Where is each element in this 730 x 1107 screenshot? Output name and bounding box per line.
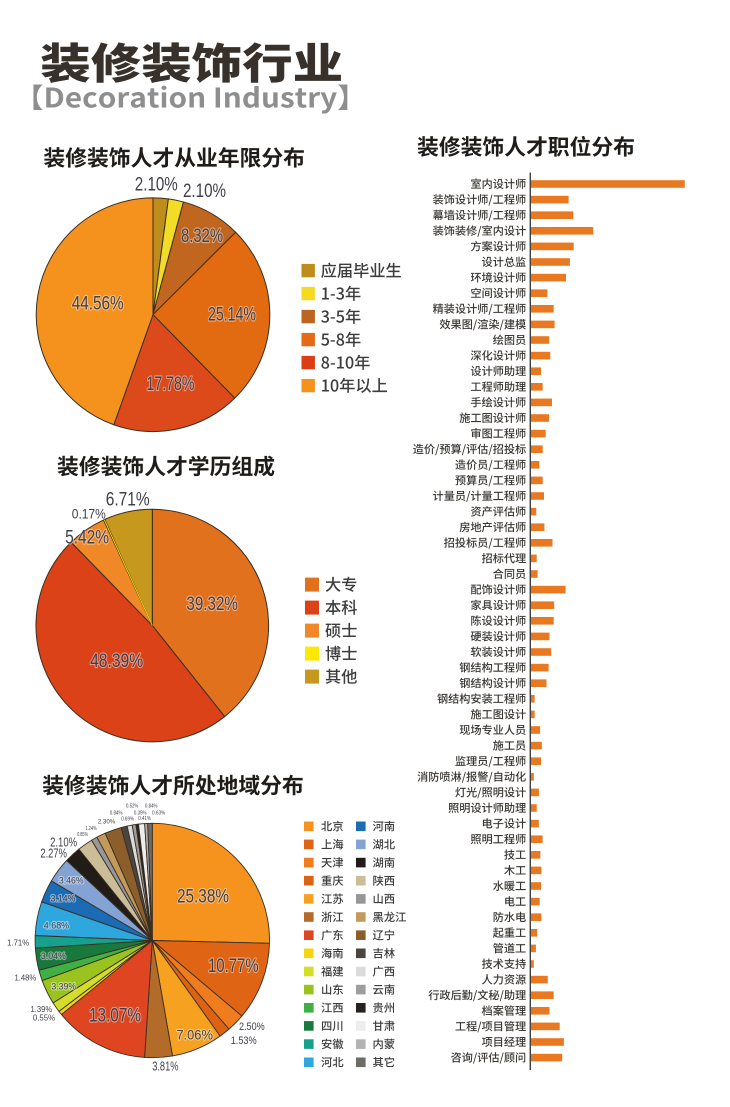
svg-text:5.42%: 5.42% <box>65 528 109 549</box>
svg-text:44.56%: 44.56% <box>72 294 124 315</box>
svg-text:48.39%: 48.39% <box>90 651 143 672</box>
svg-text:17.78%: 17.78% <box>147 374 195 395</box>
svg-text:0.55%: 0.55% <box>33 1014 55 1023</box>
svg-text:4.68%: 4.68% <box>44 921 69 931</box>
svg-text:7.06%: 7.06% <box>176 1027 213 1043</box>
svg-text:2.50%: 2.50% <box>239 1021 265 1033</box>
svg-text:0.17%: 0.17% <box>72 506 106 522</box>
svg-text:39.32%: 39.32% <box>186 594 238 615</box>
svg-text:3.04%: 3.04% <box>41 951 66 961</box>
svg-text:2.10%: 2.10% <box>183 181 226 202</box>
svg-text:3.14%: 3.14% <box>51 894 76 904</box>
svg-text:17.78%: 17.78% <box>147 374 195 395</box>
svg-text:3.81%: 3.81% <box>152 1059 178 1073</box>
svg-text:2.10%: 2.10% <box>50 836 77 850</box>
svg-text:0.41%: 0.41% <box>138 816 151 822</box>
svg-text:1.24%: 1.24% <box>85 826 96 832</box>
svg-text:10.77%: 10.77% <box>208 956 259 977</box>
svg-text:0.17%: 0.17% <box>72 506 106 522</box>
svg-text:6.71%: 6.71% <box>106 490 150 511</box>
svg-text:1.39%: 1.39% <box>31 1005 53 1014</box>
svg-text:1.71%: 1.71% <box>7 938 29 948</box>
svg-text:2.10%: 2.10% <box>135 175 178 196</box>
svg-text:0.84%: 0.84% <box>145 803 158 809</box>
svg-text:0.35%: 0.35% <box>134 810 147 816</box>
svg-text:13.07%: 13.07% <box>89 1006 141 1027</box>
svg-text:3.46%: 3.46% <box>59 875 84 885</box>
svg-text:6.71%: 6.71% <box>106 490 150 511</box>
svg-text:39.32%: 39.32% <box>186 594 238 615</box>
svg-text:3.39%: 3.39% <box>51 982 76 992</box>
svg-text:7.06%: 7.06% <box>176 1027 213 1043</box>
svg-text:10.77%: 10.77% <box>208 956 259 977</box>
svg-text:3.46%: 3.46% <box>59 875 84 885</box>
svg-text:3.04%: 3.04% <box>41 951 66 961</box>
svg-text:13.07%: 13.07% <box>89 1006 141 1027</box>
svg-text:1.48%: 1.48% <box>15 972 37 982</box>
svg-text:25.14%: 25.14% <box>208 305 256 326</box>
svg-text:3.14%: 3.14% <box>51 894 76 904</box>
svg-text:0.84%: 0.84% <box>110 810 123 816</box>
svg-text:25.38%: 25.38% <box>177 887 229 908</box>
svg-text:2.10%: 2.10% <box>183 181 226 202</box>
svg-text:25.14%: 25.14% <box>208 305 256 326</box>
svg-text:1.53%: 1.53% <box>231 1035 257 1047</box>
svg-text:2.10%: 2.10% <box>135 175 178 196</box>
svg-text:44.56%: 44.56% <box>72 294 124 315</box>
svg-text:3.39%: 3.39% <box>51 982 76 992</box>
svg-text:0.69%: 0.69% <box>121 817 134 823</box>
svg-text:0.63%: 0.63% <box>152 810 165 816</box>
svg-text:48.39%: 48.39% <box>90 651 143 672</box>
svg-text:0.52%: 0.52% <box>126 803 138 809</box>
svg-text:5.42%: 5.42% <box>65 528 109 549</box>
svg-text:2.30%: 2.30% <box>98 818 116 825</box>
svg-text:25.38%: 25.38% <box>177 887 229 908</box>
svg-text:4.68%: 4.68% <box>44 921 69 931</box>
svg-text:0.85%: 0.85% <box>77 832 88 838</box>
svg-text:8.32%: 8.32% <box>181 226 223 247</box>
svg-text:8.32%: 8.32% <box>181 226 223 247</box>
svg-text:2.27%: 2.27% <box>40 846 67 860</box>
